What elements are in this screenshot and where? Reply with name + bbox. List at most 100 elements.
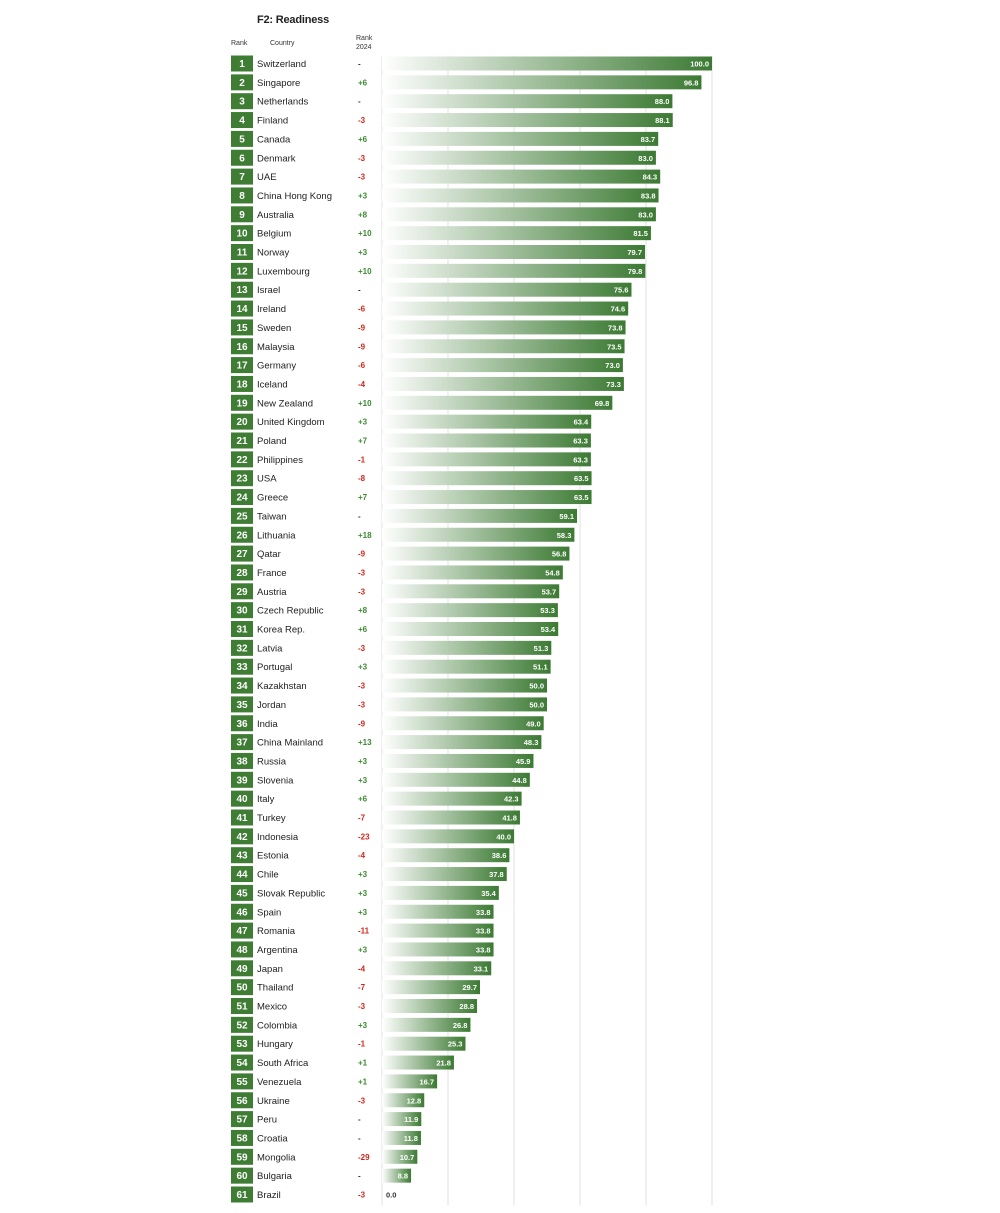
rank-change-label: -9 bbox=[358, 719, 366, 728]
bar bbox=[382, 226, 651, 241]
bar-row: 54 South Africa +1 21.8 bbox=[231, 1054, 454, 1071]
rank-box bbox=[231, 564, 253, 581]
rank-label: 20 bbox=[236, 417, 248, 428]
country-label: China Mainland bbox=[257, 738, 323, 749]
bar bbox=[382, 245, 646, 259]
country-label: Mexico bbox=[257, 1002, 287, 1013]
rank-label: 24 bbox=[236, 493, 248, 504]
rank-label: 28 bbox=[236, 568, 248, 579]
bar-row: 25 Taiwan - 59.1 bbox=[231, 507, 578, 524]
bar bbox=[382, 1036, 466, 1051]
bar-row: 18 Iceland -4 73.3 bbox=[231, 375, 624, 392]
country-label: Qatar bbox=[257, 549, 281, 560]
country-label: Venezuela bbox=[257, 1077, 302, 1088]
bar bbox=[382, 131, 659, 146]
rank-change-label: +3 bbox=[358, 945, 368, 954]
country-label: Sweden bbox=[257, 323, 291, 334]
bar bbox=[382, 282, 632, 297]
bar-value-label: 45.9 bbox=[516, 757, 531, 766]
rank-label: 49 bbox=[236, 964, 248, 975]
rank-label: 3 bbox=[239, 97, 245, 108]
rank-box bbox=[231, 526, 253, 543]
rank-change-label: +6 bbox=[358, 135, 368, 144]
rank-label: 2 bbox=[239, 78, 245, 89]
bar-row: 42 Indonesia -23 40.0 bbox=[231, 828, 514, 845]
bar-value-label: 51.3 bbox=[534, 644, 549, 653]
country-label: Mongolia bbox=[257, 1152, 296, 1163]
bar-row: 60 Bulgaria - 8.8 bbox=[231, 1167, 412, 1184]
country-label: Taiwan bbox=[257, 511, 287, 522]
bar-value-label: 83.0 bbox=[638, 154, 653, 163]
bar-value-label: 100.0 bbox=[690, 60, 709, 69]
bar-value-label: 88.0 bbox=[655, 97, 670, 106]
bar-row: 39 Slovenia +3 44.8 bbox=[231, 771, 530, 788]
bar-value-label: 63.5 bbox=[574, 474, 589, 483]
bar bbox=[382, 603, 558, 618]
rank-label: 51 bbox=[236, 1002, 248, 1013]
rank-change-label: +10 bbox=[358, 229, 372, 238]
country-label: Slovak Republic bbox=[257, 888, 325, 899]
bar-row: 46 Spain +3 33.8 bbox=[231, 903, 494, 920]
bar-row: 23 USA -8 63.5 bbox=[231, 470, 592, 487]
rank-box bbox=[231, 187, 253, 204]
rank-change-label: -3 bbox=[358, 173, 366, 182]
bar-row: 52 Colombia +3 26.8 bbox=[231, 1016, 471, 1033]
bar-row: 22 Philippines -1 63.3 bbox=[231, 451, 591, 468]
country-label: UAE bbox=[257, 172, 277, 183]
bar bbox=[382, 546, 570, 561]
rank-change-label: +3 bbox=[358, 663, 368, 672]
country-label: Slovenia bbox=[257, 775, 294, 786]
rank-label: 11 bbox=[237, 248, 248, 259]
bar-value-label: 10.7 bbox=[400, 1153, 415, 1162]
rank-box bbox=[231, 847, 253, 864]
bar-row: 1 Switzerland - 100.0 bbox=[231, 55, 712, 72]
rank-change-label: -7 bbox=[358, 983, 366, 992]
rank-label: 4 bbox=[239, 116, 245, 127]
bar bbox=[382, 414, 592, 429]
bar-value-label: 83.7 bbox=[641, 135, 656, 144]
bar-value-label: 73.3 bbox=[606, 380, 621, 389]
bar-value-label: 26.8 bbox=[453, 1021, 468, 1030]
bar-row: 14 Ireland -6 74.6 bbox=[231, 300, 629, 317]
rank-box bbox=[231, 1054, 253, 1071]
bar-row: 24 Greece +7 63.5 bbox=[231, 489, 592, 506]
rank-change-label: +6 bbox=[358, 625, 368, 634]
bar-row: 7 UAE -3 84.3 bbox=[231, 168, 661, 185]
rank-box bbox=[231, 903, 253, 920]
bar-row: 51 Mexico -3 28.8 bbox=[231, 998, 478, 1014]
rank-box bbox=[231, 790, 253, 807]
rank-label: 50 bbox=[236, 983, 248, 994]
rank-label: 41 bbox=[236, 813, 248, 824]
country-label: South Africa bbox=[257, 1058, 309, 1069]
rank-label: 16 bbox=[236, 342, 248, 353]
country-label: New Zealand bbox=[257, 398, 313, 409]
bar-value-label: 11.9 bbox=[404, 1115, 418, 1124]
bar bbox=[382, 471, 592, 486]
rank-box bbox=[231, 225, 253, 242]
bar-value-label: 73.5 bbox=[607, 342, 622, 351]
bar-value-label: 73.8 bbox=[608, 323, 623, 332]
rank-box bbox=[231, 1016, 253, 1033]
rank-change-label: +3 bbox=[358, 248, 368, 257]
country-label: Canada bbox=[257, 134, 291, 145]
rank-change-label: +18 bbox=[358, 531, 372, 540]
rank-change-label: +3 bbox=[358, 418, 368, 427]
column-header-rank-change: Rank 2024 bbox=[356, 35, 373, 51]
bar-row: 34 Kazakhstan -3 50.0 bbox=[231, 677, 547, 694]
country-label: Hungary bbox=[257, 1039, 293, 1050]
rank-box bbox=[231, 338, 253, 355]
chart-title: F2: Readiness bbox=[257, 14, 329, 26]
rank-change-label: -9 bbox=[358, 323, 366, 332]
rank-label: 18 bbox=[236, 379, 248, 390]
bar-row: 41 Turkey -7 41.8 bbox=[231, 809, 520, 826]
rank-label: 33 bbox=[236, 662, 248, 673]
country-label: Colombia bbox=[257, 1020, 298, 1031]
rank-label: 10 bbox=[236, 229, 248, 240]
rank-box bbox=[231, 262, 253, 279]
bar-value-label: 49.0 bbox=[526, 719, 541, 728]
bar-value-label: 63.3 bbox=[573, 455, 588, 464]
rank-box bbox=[231, 319, 253, 336]
country-label: Jordan bbox=[257, 700, 286, 711]
bar-row: 17 Germany -6 73.0 bbox=[231, 357, 623, 374]
rank-label: 5 bbox=[239, 134, 245, 145]
